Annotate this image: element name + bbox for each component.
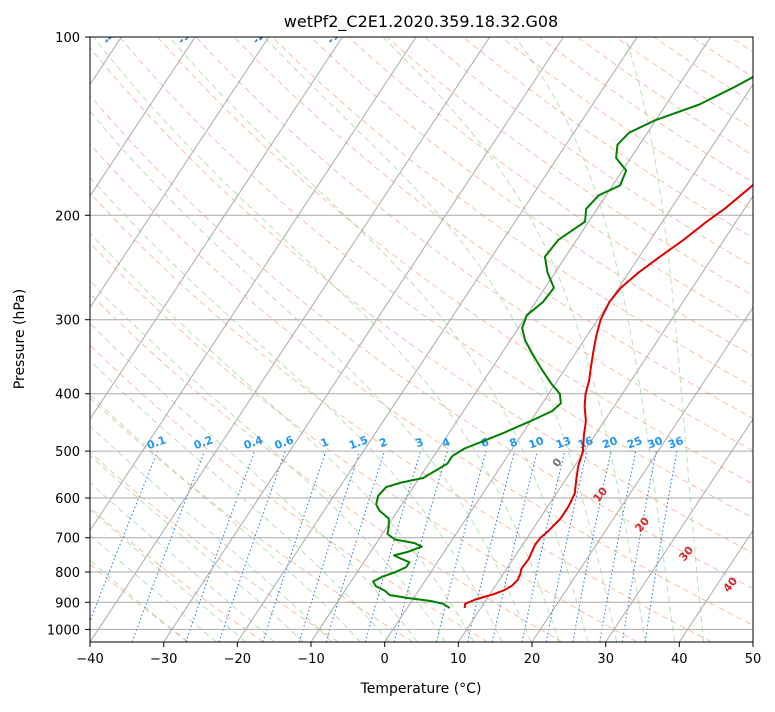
isotherm xyxy=(753,37,775,642)
isotherm xyxy=(385,37,775,642)
chart-title: wetPf2_C2E1.2020.359.18.32.G08 xyxy=(284,12,558,32)
x-tick-label: −10 xyxy=(297,652,324,667)
moist-adiabat xyxy=(383,37,646,642)
x-tick-label: 10 xyxy=(450,652,467,667)
mixing-ratio-line xyxy=(186,451,255,642)
moist-adiabat xyxy=(0,37,474,642)
moist-adiabat xyxy=(264,37,617,642)
dry-adiabat xyxy=(768,37,775,642)
dry-adiabat xyxy=(425,37,775,642)
mixing-ratio-label: 10 xyxy=(527,434,546,452)
dry-adiabat xyxy=(311,37,775,642)
mixing-ratio-label: 1 xyxy=(319,435,331,450)
y-axis-label: Pressure (hPa) xyxy=(12,289,28,389)
dry-adiabat xyxy=(692,37,775,642)
mixing-ratio-line xyxy=(645,451,677,642)
mixing-ratio-label: 30 xyxy=(646,434,665,452)
mixing-ratio-label: 16 xyxy=(576,434,595,452)
mixing-ratio-label: 36 xyxy=(666,434,685,452)
moist-adiabat xyxy=(0,37,303,642)
dry-adiabat-label: -50 xyxy=(25,23,48,47)
mixing-ratio-line xyxy=(132,451,205,642)
x-tick-label: 50 xyxy=(745,652,762,667)
temperature-line xyxy=(465,37,775,608)
y-tick-label: 300 xyxy=(55,314,80,329)
x-tick-label: 40 xyxy=(671,652,688,667)
dry-adiabat xyxy=(578,37,775,642)
y-tick-label: 600 xyxy=(55,492,80,507)
mixing-ratio-line xyxy=(326,451,384,642)
moist-adiabat xyxy=(0,37,389,642)
mixing-ratio-label: 3 xyxy=(414,435,426,450)
mixing-ratio-label: 4 xyxy=(440,435,452,450)
isotherm xyxy=(532,37,775,642)
mixing-ratio-label: 0.1 xyxy=(145,433,168,452)
moist-adiabat-label: 30 xyxy=(676,543,696,563)
x-tick-label: −40 xyxy=(76,652,103,667)
moist-adiabat-label: 40 xyxy=(720,574,740,594)
moist-adiabat xyxy=(0,37,446,642)
dry-adiabat xyxy=(5,37,775,642)
isotherm xyxy=(458,37,775,642)
mixing-ratio-line xyxy=(492,451,537,642)
dry-adiabat xyxy=(0,37,488,642)
plot-frame xyxy=(90,37,753,642)
y-tick-label: 900 xyxy=(55,596,80,611)
mixing-ratio-label: 0.6 xyxy=(273,433,296,452)
y-tick-label: 200 xyxy=(55,209,80,224)
dry-adiabat-label: -20 xyxy=(249,23,272,47)
y-tick-label: 400 xyxy=(55,388,80,403)
mixing-ratio-label: 2 xyxy=(377,435,389,450)
moist-adiabat-label: 20 xyxy=(632,514,652,534)
dry-adiabat xyxy=(0,37,562,642)
moist-adiabat xyxy=(0,37,187,642)
mixing-ratio-line xyxy=(436,451,486,642)
isotherm xyxy=(16,37,416,642)
mixing-ratio-label: 20 xyxy=(600,434,619,452)
mixing-ratio-line xyxy=(82,451,158,642)
dry-adiabat xyxy=(463,37,775,642)
mixing-ratio-label: 0.4 xyxy=(242,433,265,452)
moist-adiabat xyxy=(0,37,361,642)
x-tick-label: 0 xyxy=(381,652,389,667)
y-tick-label: 500 xyxy=(55,445,80,460)
y-tick-label: 100 xyxy=(55,31,80,46)
moist-adiabat xyxy=(0,37,217,642)
x-axis: −40 −30 −20 −10 0 10 20 30 40 50 xyxy=(76,642,761,667)
isotherm xyxy=(0,37,269,642)
dry-adiabat-label: -30 xyxy=(175,23,198,47)
x-axis-label: Temperature (°C) xyxy=(360,681,482,697)
mixing-ratio-label: 1.5 xyxy=(347,433,370,452)
x-tick-label: −20 xyxy=(224,652,251,667)
moist-adiabat-label: 10 xyxy=(590,484,610,504)
isotherm xyxy=(237,37,637,642)
mixing-ratio-line xyxy=(468,451,515,642)
moist-adiabat xyxy=(0,37,502,642)
mixing-ratio-line xyxy=(219,451,285,642)
mixing-ratio-line xyxy=(600,451,636,642)
y-tick-label: 700 xyxy=(55,532,80,547)
mixing-ratio-label: 8 xyxy=(508,435,520,450)
mixing-ratio-label: 0.2 xyxy=(192,433,215,452)
dry-adiabat xyxy=(0,37,338,642)
mixing-ratio-label: 25 xyxy=(625,434,644,451)
mixing-ratio-line xyxy=(546,451,587,642)
y-tick-label: 1000 xyxy=(47,623,80,638)
x-tick-label: 30 xyxy=(597,652,614,667)
y-tick-label: 800 xyxy=(55,566,80,581)
mixing-ratio-line xyxy=(573,451,611,642)
dry-adiabat xyxy=(272,37,775,642)
isotherm xyxy=(164,37,564,642)
x-tick-label: −30 xyxy=(150,652,177,667)
x-tick-label: 20 xyxy=(524,652,541,667)
dry-adiabat-label: -40 xyxy=(100,23,123,47)
mixing-ratio-label: 13 xyxy=(554,434,573,451)
dry-adiabat xyxy=(82,37,775,642)
dry-adiabat xyxy=(654,37,775,642)
y-axis: 100 200 300 400 500 600 700 800 900 1000 xyxy=(47,31,90,638)
